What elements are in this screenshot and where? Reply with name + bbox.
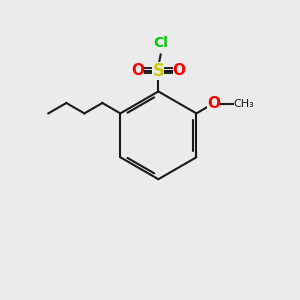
Text: Cl: Cl (153, 36, 168, 50)
Text: O: O (173, 63, 186, 78)
Text: S: S (152, 62, 164, 80)
Text: O: O (207, 96, 220, 111)
Text: CH₃: CH₃ (233, 99, 254, 109)
Text: O: O (131, 63, 144, 78)
